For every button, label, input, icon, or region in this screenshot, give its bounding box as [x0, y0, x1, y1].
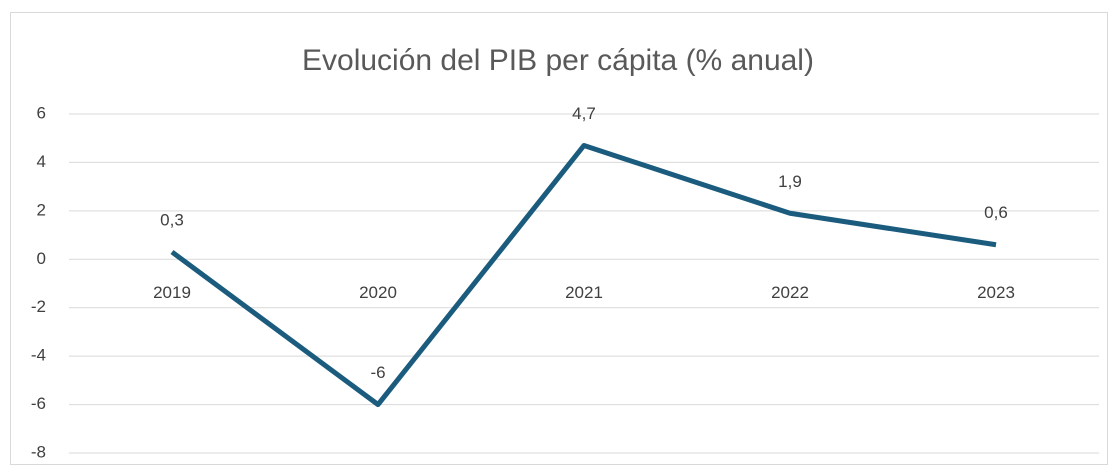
- data-label: 0,6: [984, 203, 1008, 222]
- y-tick-label: -4: [31, 346, 46, 365]
- line: [170, 142, 997, 408]
- x-tick-label: 2023: [977, 283, 1015, 302]
- data-label: 4,7: [572, 104, 596, 123]
- x-tick-label: 2022: [771, 283, 809, 302]
- x-tick-label: 2020: [359, 283, 397, 302]
- chart-frame: [10, 12, 1108, 465]
- y-tick-label: -8: [31, 442, 46, 461]
- x-tick-label: 2021: [565, 283, 603, 302]
- chart-title: Evolución del PIB per cápita (% anual): [302, 44, 814, 77]
- y-tick-label: 6: [37, 103, 46, 122]
- data-label: 0,3: [160, 211, 184, 230]
- y-tick-label: 0: [37, 249, 46, 268]
- data-label: 1,9: [778, 172, 802, 191]
- data-label: -6: [370, 363, 385, 382]
- y-tick-label: 4: [37, 152, 46, 171]
- y-tick-label: -6: [31, 394, 46, 413]
- x-tick-label: 2019: [153, 283, 191, 302]
- y-tick-label: 2: [37, 200, 46, 219]
- y-tick-label: -2: [31, 297, 46, 316]
